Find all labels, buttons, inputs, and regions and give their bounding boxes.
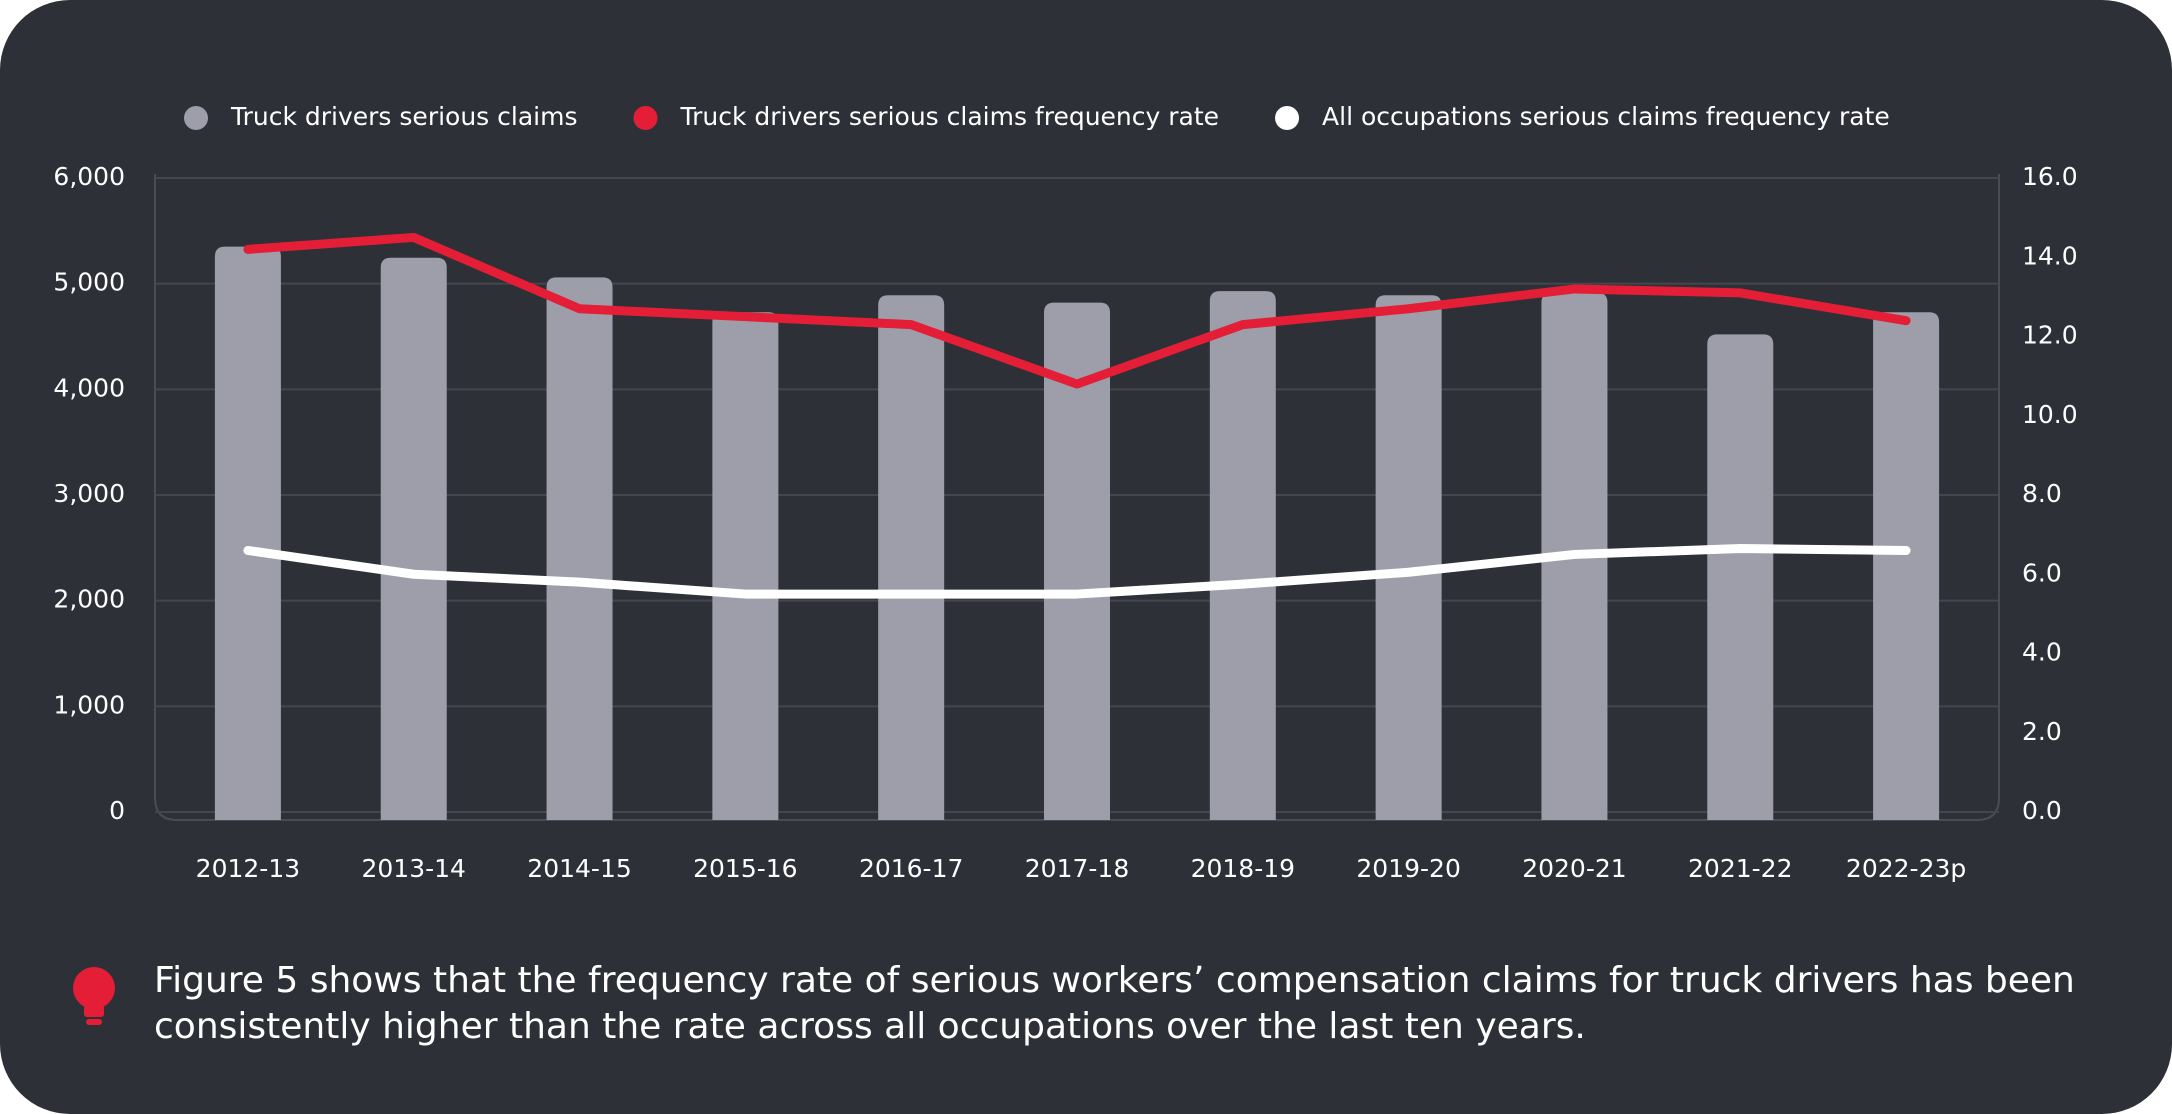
bar: [878, 295, 945, 820]
y-tick-label: 1,000: [53, 690, 125, 719]
x-tick-label: 2018-19: [1191, 854, 1295, 883]
bar: [1707, 334, 1774, 820]
legend-label: Truck drivers serious claims: [230, 102, 577, 131]
y-tick-label: 2,000: [53, 585, 125, 614]
bar: [214, 246, 281, 820]
y2-tick-label: 16.0: [2022, 162, 2078, 191]
y2-tick-label: 6.0: [2022, 558, 2062, 587]
y-tick-label: 0: [109, 796, 125, 825]
bar: [1873, 312, 1940, 820]
x-tick-label: 2013-14: [361, 854, 465, 883]
legend-marker: [184, 106, 208, 130]
bar: [712, 312, 779, 820]
legend-marker: [633, 106, 658, 130]
x-tick-label: 2017-18: [1025, 854, 1129, 883]
x-tick-label: 2022-23p: [1846, 854, 1966, 883]
y2-tick-label: 0.0: [2022, 796, 2062, 825]
bar: [1375, 295, 1442, 820]
line: [243, 232, 1911, 389]
y2-tick-label: 8.0: [2022, 479, 2062, 508]
x-tick-label: 2020-21: [1522, 854, 1626, 883]
y2-tick-label: 12.0: [2022, 321, 2078, 350]
bar: [1209, 291, 1276, 820]
bar: [1044, 302, 1110, 821]
y-tick-label: 5,000: [53, 268, 125, 297]
legend-marker: [1275, 106, 1300, 130]
legend-label: Truck drivers serious claims frequency r…: [679, 102, 1219, 131]
footnote: Figure 5 shows that the frequency rate o…: [154, 960, 2075, 1047]
bar: [380, 257, 447, 820]
x-tick-label: 2021-22: [1688, 854, 1792, 883]
y2-tick-label: 2.0: [2022, 717, 2062, 746]
y-tick-label: 3,000: [53, 479, 125, 508]
bulb-icon: [73, 967, 115, 1025]
legend-label: All occupations serious claims frequency…: [1322, 102, 1890, 131]
y-tick-label: 4,000: [53, 373, 125, 402]
x-tick-label: 2019-20: [1356, 854, 1460, 883]
bar: [546, 277, 613, 820]
y2-tick-label: 10.0: [2022, 400, 2078, 429]
x-tick-label: 2014-15: [527, 854, 631, 883]
y2-tick-label: 4.0: [2022, 638, 2062, 667]
x-tick-label: 2015-16: [693, 854, 797, 883]
x-tick-label: 2016-17: [859, 854, 963, 883]
y2-tick-label: 14.0: [2022, 241, 2078, 270]
y-tick-label: 6,000: [53, 162, 125, 191]
x-tick-label: 2012-13: [196, 854, 300, 883]
line: [243, 543, 1911, 599]
